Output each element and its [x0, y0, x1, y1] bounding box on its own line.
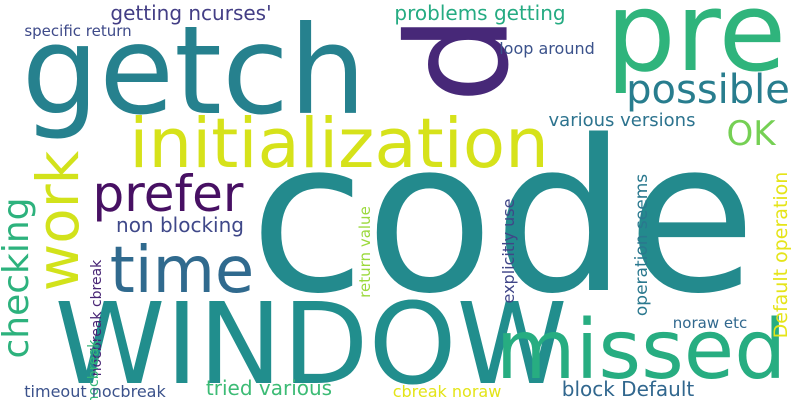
word-problems-getting: problems getting [394, 1, 565, 25]
word-time: time [110, 234, 255, 308]
word-operation-seems: operation seems [632, 174, 652, 316]
word-block-default: block Default [562, 377, 695, 400]
word-initialization: initialization [129, 104, 549, 184]
word-missed: missed [496, 303, 787, 398]
word-return-value: return value [356, 206, 374, 298]
word-nocbreak-cbreak: nocbreak cbreak [89, 259, 105, 376]
word-default-operation: Default operation [770, 172, 792, 339]
word-code: code [250, 95, 756, 340]
word-explicitly-use: explicitly use [499, 199, 518, 304]
word-getch: getch [22, 0, 367, 142]
word-noraw-etc: noraw etc [673, 314, 747, 332]
word-checking: checking [0, 197, 37, 358]
word-cbreak-noraw: cbreak noraw [393, 382, 502, 400]
word-various-versions: various versions [549, 110, 696, 131]
word-getting-ncurses: getting ncurses' [110, 1, 271, 25]
word-nocbreak: nocbreak [86, 339, 102, 400]
word-possible: possible [626, 67, 790, 113]
word-specific-return: specific return [24, 22, 131, 40]
word-tried-various: tried various [206, 376, 332, 400]
word-pre: pre [606, 0, 786, 96]
word-loop-around: loop around [499, 39, 595, 58]
word-non-blocking: non blocking [116, 213, 244, 237]
word-p: p [396, 15, 559, 104]
word-ok: OK [726, 114, 777, 154]
word-timeout-nocbreak: timeout nocbreak [24, 382, 166, 400]
word-window: WINDOW [55, 280, 568, 400]
word-work: work [24, 150, 92, 291]
word-prefer: prefer [93, 165, 244, 223]
